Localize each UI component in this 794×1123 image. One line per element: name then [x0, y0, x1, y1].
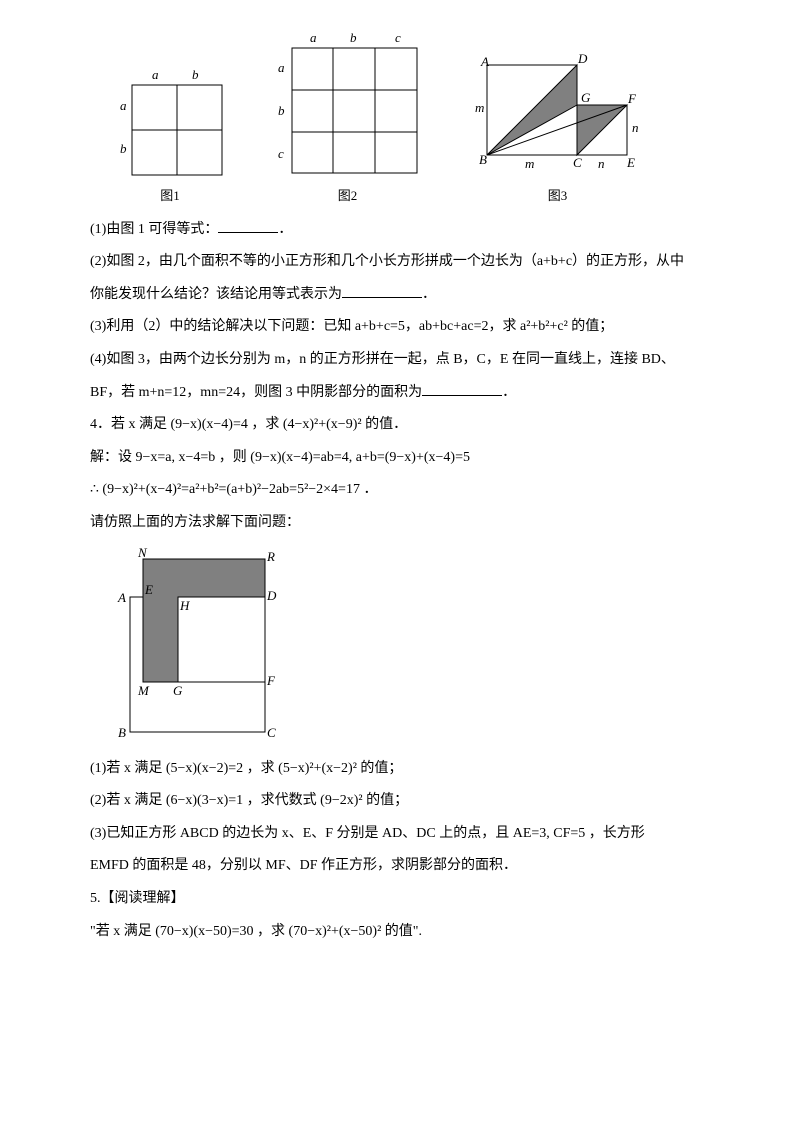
text: 你能发现什么结论？该结论用等式表示为	[90, 287, 342, 302]
fig4-label: H	[179, 598, 190, 613]
text: ．	[278, 222, 292, 237]
fig1-label: a	[152, 67, 159, 82]
fig4-label: D	[266, 588, 277, 603]
question-3: (3)利用（2）中的结论解决以下问题：已知 a+b+c=5，ab+bc+ac=2…	[90, 314, 704, 341]
fig3-label: G	[581, 90, 591, 105]
problem-4-sol1: 解：设 9−x=a, x−4=b ，则 (9−x)(x−4)=ab=4, a+b…	[90, 445, 704, 472]
problem-4-q3b: EMFD 的面积是 48，分别以 MF、DF 作正方形，求阴影部分的面积．	[90, 853, 704, 880]
problem-4-q1: (1)若 x 满足 (5−x)(x−2)=2 ，求 (5−x)²+(x−2)² …	[90, 756, 704, 783]
fig3-label: n	[632, 120, 639, 135]
fig3-label: C	[573, 155, 582, 170]
fig4-svg: N R A E D H M G F B C	[110, 547, 280, 742]
figure-1: a b a b 图1	[110, 65, 230, 209]
fig4-label: N	[137, 547, 148, 560]
fig2-label: a	[278, 60, 285, 75]
fig4-label: F	[266, 673, 276, 688]
fig3-label: E	[626, 155, 635, 170]
fig4-label: G	[173, 683, 183, 698]
fig2-caption: 图2	[338, 184, 358, 209]
fig1-svg: a b a b	[110, 65, 230, 180]
fig4-label: M	[137, 683, 150, 698]
fig3-label: A	[480, 54, 489, 69]
fig4-label: B	[118, 725, 126, 740]
fig2-label: b	[350, 30, 357, 45]
fig3-svg: A D G F B C E m n m n	[465, 50, 650, 180]
problem-5-line: "若 x 满足 (70−x)(x−50)=30 ，求 (70−x)²+(x−50…	[90, 919, 704, 946]
text: (1)由图 1 可得等式：	[90, 222, 218, 237]
fig1-caption: 图1	[160, 184, 180, 209]
figure-3: A D G F B C E m n m n 图3	[465, 50, 650, 209]
fig1-label: b	[192, 67, 199, 82]
fig4-label: C	[267, 725, 276, 740]
text: ．	[502, 385, 516, 400]
fig4-label: E	[144, 582, 153, 597]
problem-4-q2: (2)若 x 满足 (6−x)(3−x)=1 ，求代数式 (9−2x)² 的值；	[90, 788, 704, 815]
problem-4-sol2: ∴ (9−x)²+(x−4)²=a²+b²=(a+b)²−2ab=5²−2×4=…	[90, 477, 704, 504]
figures-row: a b a b 图1 a b c a b c	[90, 30, 704, 209]
fig1-label: b	[120, 141, 127, 156]
fig2-label: b	[278, 103, 285, 118]
fig4-label: R	[266, 549, 275, 564]
question-2b: 你能发现什么结论？该结论用等式表示为 ．	[90, 282, 704, 309]
fig2-label: c	[278, 146, 284, 161]
problem-5-title: 5.【阅读理解】	[90, 886, 704, 913]
blank	[422, 382, 502, 396]
fig3-label: m	[475, 100, 484, 115]
text: BF，若 m+n=12，mn=24，则图 3 中阴影部分的面积为	[90, 385, 422, 400]
blank	[218, 219, 278, 233]
question-4a: (4)如图 3，由两个边长分别为 m，n 的正方形拼在一起，点 B，C，E 在同…	[90, 347, 704, 374]
fig3-label: D	[577, 51, 588, 66]
question-1: (1)由图 1 可得等式： ．	[90, 217, 704, 244]
fig3-label: F	[627, 91, 637, 106]
fig2-label: c	[395, 30, 401, 45]
fig2-svg: a b c a b c	[270, 30, 425, 180]
blank	[342, 284, 422, 298]
problem-4-q3a: (3)已知正方形 ABCD 的边长为 x、E、F 分别是 AD、DC 上的点，且…	[90, 821, 704, 848]
fig3-label: n	[598, 156, 605, 171]
fig2-label: a	[310, 30, 317, 45]
figure-4: N R A E D H M G F B C	[110, 547, 704, 742]
fig3-label: B	[479, 152, 487, 167]
fig3-caption: 图3	[548, 184, 568, 209]
text: ．	[422, 287, 436, 302]
fig4-label: A	[117, 590, 126, 605]
question-2a: (2)如图 2，由几个面积不等的小正方形和几个小长方形拼成一个边长为（a+b+c…	[90, 249, 704, 276]
problem-4-instruct: 请仿照上面的方法求解下面问题：	[90, 510, 704, 537]
problem-4-title: 4．若 x 满足 (9−x)(x−4)=4 ，求 (4−x)²+(x−9)² 的…	[90, 412, 704, 439]
figure-2: a b c a b c 图2	[270, 30, 425, 209]
fig1-label: a	[120, 98, 127, 113]
question-4b: BF，若 m+n=12，mn=24，则图 3 中阴影部分的面积为 ．	[90, 380, 704, 407]
fig3-label: m	[525, 156, 534, 171]
